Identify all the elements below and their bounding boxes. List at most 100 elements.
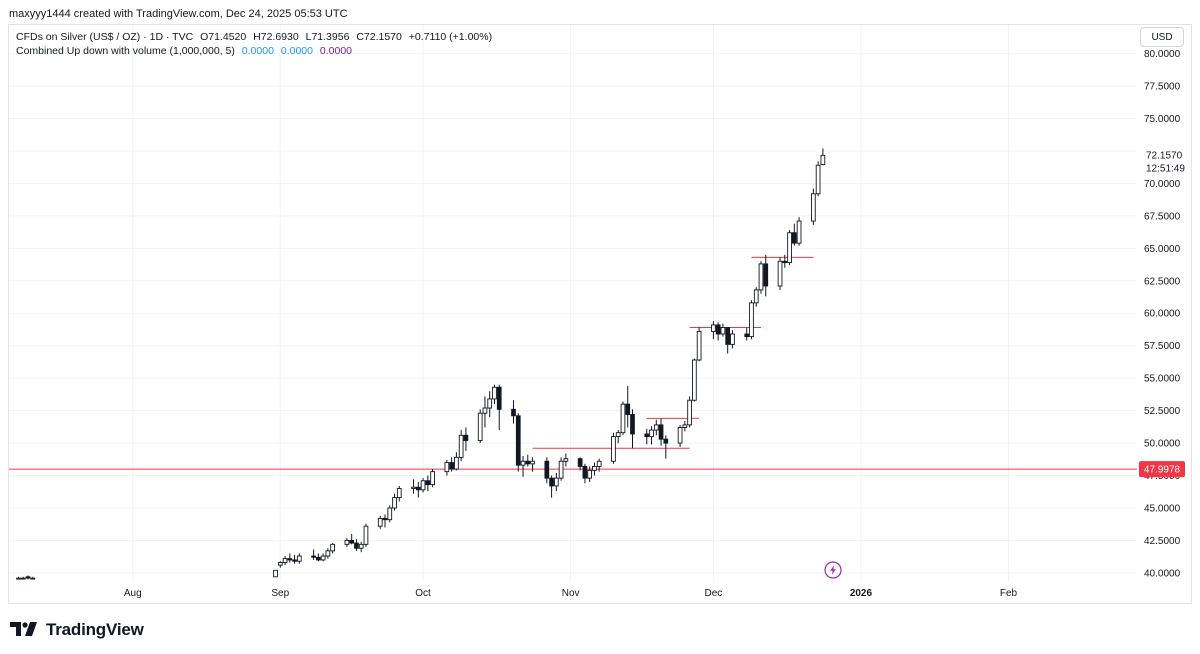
price-tick-label: 40.0000 xyxy=(1144,568,1181,579)
candle-body-down xyxy=(354,542,359,549)
candle xyxy=(558,457,564,481)
candle xyxy=(392,493,397,511)
candle xyxy=(287,553,293,563)
candle xyxy=(749,300,754,340)
candle-body-up xyxy=(620,403,626,434)
candle xyxy=(454,452,459,471)
price-tick-label: 67.5000 xyxy=(1144,211,1181,222)
candle xyxy=(316,553,321,562)
candle-body-up xyxy=(653,424,659,431)
candle xyxy=(458,430,464,462)
candle-body-down xyxy=(496,386,502,410)
candle xyxy=(796,217,802,246)
candle xyxy=(630,409,635,449)
candle xyxy=(420,478,426,493)
candle xyxy=(596,458,602,472)
candle xyxy=(358,541,364,553)
candle-body-up xyxy=(730,333,735,345)
time-tick-label: 2026 xyxy=(850,588,873,599)
candle-body-down xyxy=(316,556,321,561)
indicator-name[interactable]: Combined Up down with volume (1,000,000,… xyxy=(16,45,235,57)
candle xyxy=(277,561,283,568)
candle-body-down xyxy=(311,555,316,558)
tradingview-logo-icon xyxy=(10,622,37,636)
candle-body-up xyxy=(753,289,759,304)
bar-countdown: 12:51:49 xyxy=(1146,163,1185,174)
candle xyxy=(815,161,821,197)
candle-body-up xyxy=(787,232,792,264)
candle-body-up xyxy=(396,488,402,499)
close-value: C72.1570 xyxy=(356,31,402,43)
candle xyxy=(692,358,697,402)
candle xyxy=(430,469,435,488)
candle xyxy=(463,427,469,451)
candle-body-up xyxy=(796,220,802,244)
candle xyxy=(582,463,588,484)
candle xyxy=(525,454,531,467)
candle xyxy=(320,553,326,562)
candle-body-down xyxy=(25,576,31,579)
candle xyxy=(325,548,331,559)
grid-lines xyxy=(9,25,1137,582)
candle-body-down xyxy=(515,415,521,466)
price-tick-label: 70.0000 xyxy=(1144,179,1181,190)
price-tick-label: 55.0000 xyxy=(1144,374,1181,385)
price-tick-label: 62.5000 xyxy=(1144,276,1181,287)
time-axis: Aug Sep Oct Nov Dec 2026 Feb xyxy=(124,588,1018,599)
candle xyxy=(577,457,583,471)
candle-body-up xyxy=(282,558,288,563)
candle xyxy=(296,553,302,564)
candle-body-down xyxy=(525,460,531,465)
indicator-value-2: 0.0000 xyxy=(280,45,313,57)
candle-body-up xyxy=(344,540,350,545)
candle-body-down xyxy=(463,434,469,441)
tradingview-logo-text: TradingView xyxy=(46,620,144,639)
symbol-description[interactable]: CFDs on Silver (US$ / OZ) · 1D · TVC xyxy=(16,31,194,43)
last-price-value: 72.1570 xyxy=(1146,150,1183,161)
candle-body-down xyxy=(663,438,669,444)
time-tick-label: Nov xyxy=(562,588,580,599)
candle xyxy=(763,254,769,297)
candle xyxy=(725,327,731,354)
candle-body-up xyxy=(558,460,564,479)
candle-body-up xyxy=(777,260,783,287)
candle-body-down xyxy=(549,477,554,487)
price-tick-label: 52.5000 xyxy=(1144,406,1181,417)
chart-pane[interactable] xyxy=(8,24,1192,604)
candle xyxy=(292,554,297,564)
candle xyxy=(273,569,278,578)
price-tick-label: 80.0000 xyxy=(1144,49,1181,60)
candle xyxy=(25,575,31,580)
candle-body-up xyxy=(377,517,383,527)
candle xyxy=(653,419,659,436)
candle-body-down xyxy=(744,333,750,338)
candle xyxy=(720,323,726,337)
price-tick-label: 65.0000 xyxy=(1144,244,1181,255)
currency-selector[interactable]: USD xyxy=(1140,27,1184,47)
candle-body-up xyxy=(477,412,483,441)
candle-body-down xyxy=(582,465,588,479)
candle-body-down xyxy=(511,408,516,417)
candle-body-up xyxy=(553,477,559,487)
candle xyxy=(587,466,593,483)
candle-body-up xyxy=(444,462,450,473)
chart-legend: CFDs on Silver (US$ / OZ) · 1D · TVC O71… xyxy=(16,30,492,58)
tradingview-logo[interactable]: TradingView xyxy=(10,620,144,640)
candle xyxy=(20,576,26,580)
candle-body-down xyxy=(577,458,583,467)
horizontal-lines xyxy=(9,256,1137,470)
candle-body-up xyxy=(325,550,331,557)
candle xyxy=(777,257,783,290)
candle xyxy=(663,435,669,459)
candle xyxy=(411,479,416,494)
candle-body-up xyxy=(277,562,283,566)
flash-icon[interactable] xyxy=(824,561,842,579)
indicator-value-1: 0.0000 xyxy=(241,45,274,57)
hline-price-value: 47.9978 xyxy=(1144,465,1181,476)
candle-body-down xyxy=(644,433,650,438)
candle xyxy=(811,188,816,225)
candle xyxy=(396,485,402,502)
ohlc-row: CFDs on Silver (US$ / OZ) · 1D · TVC O71… xyxy=(16,30,492,44)
candle xyxy=(625,385,631,428)
